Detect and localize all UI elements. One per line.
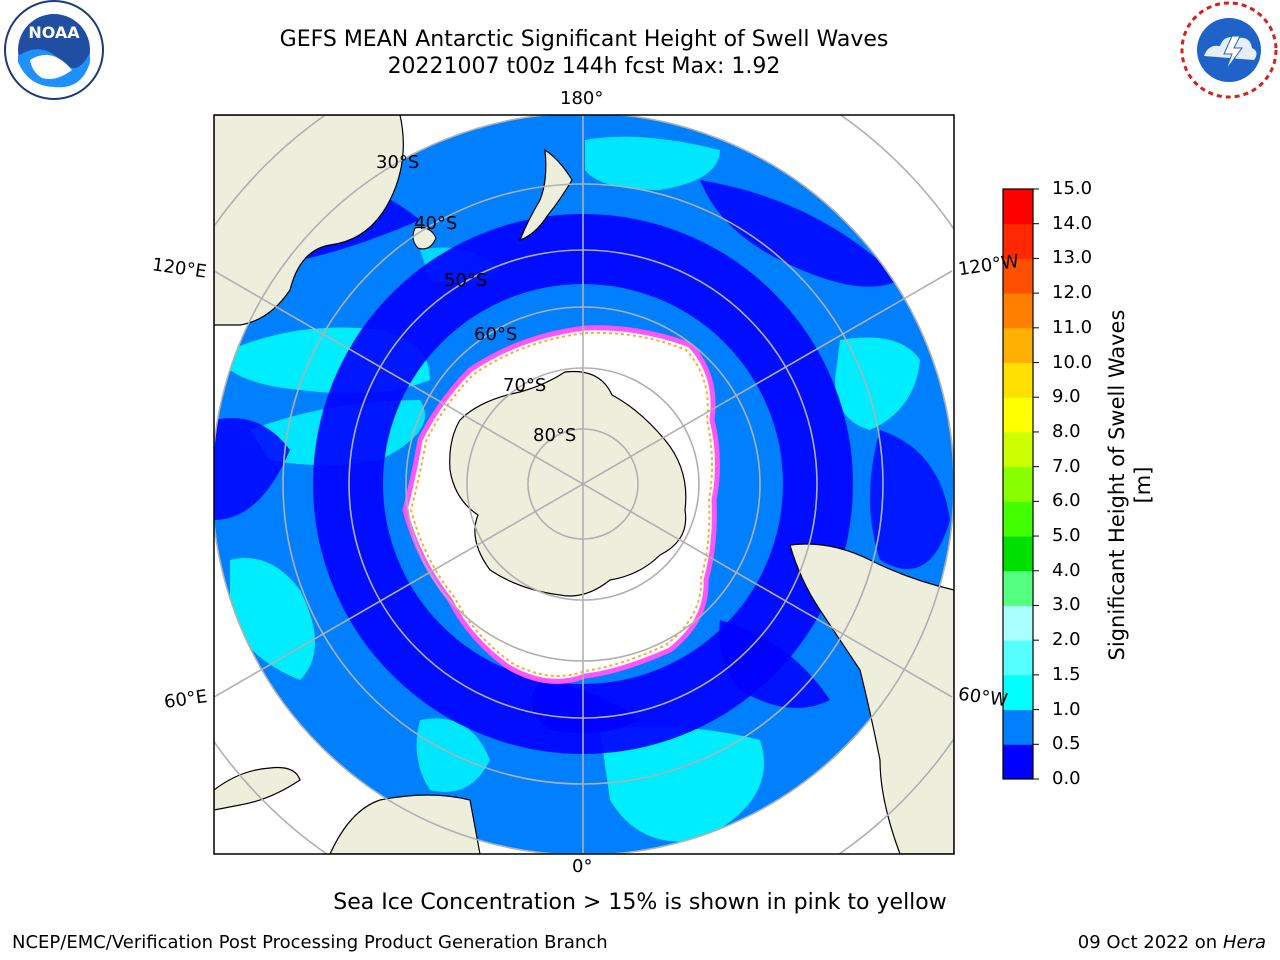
colorbar-tick-label: 6.0 <box>1052 490 1081 512</box>
colorbar-segment <box>1003 570 1033 606</box>
lat-label-70s: 70°S <box>503 375 547 396</box>
colorbar-segment <box>1003 258 1033 294</box>
colorbar-tick-label: 8.0 <box>1052 420 1081 442</box>
colorbar-tick-label: 10.0 <box>1052 351 1093 373</box>
colorbar-segment <box>1003 709 1033 745</box>
colorbar-tick-label: 1.5 <box>1052 663 1081 685</box>
new-zealand-land <box>518 148 573 241</box>
colorbar-segment <box>1003 189 1033 225</box>
colorbar-tick-label: 0.5 <box>1052 733 1081 755</box>
lat-label-50s: 50°S <box>444 270 488 291</box>
lon-label-180: 180° <box>560 88 604 109</box>
colorbar-tick-label: 14.0 <box>1052 212 1093 234</box>
chart-subtitle: 20221007 t00z 144h fcst Max: 1.92 <box>387 54 781 79</box>
lat-label-30s: 30°S <box>376 152 420 173</box>
colorbar-tick-label: 9.0 <box>1052 386 1081 408</box>
colorbar-segment <box>1003 397 1033 433</box>
footer-credit: NCEP/EMC/Verification Post Processing Pr… <box>12 932 608 953</box>
antarctica-land <box>449 370 687 597</box>
colorbar-tick-label: 3.0 <box>1052 594 1081 616</box>
colorbar-segment <box>1003 605 1033 641</box>
colorbar-segment <box>1003 744 1033 780</box>
lat-label-40s: 40°S <box>414 213 458 234</box>
lat-label-80s: 80°S <box>533 425 577 446</box>
colorbar-segment <box>1003 362 1033 398</box>
colorbar-segment <box>1003 466 1033 502</box>
colorbar-segment <box>1003 293 1033 329</box>
colorbar-tick-label: 15.0 <box>1052 178 1093 199</box>
madagascar-land <box>214 766 301 811</box>
colorbar-tick-label: 1.0 <box>1052 698 1081 720</box>
colorbar-segment <box>1003 501 1033 537</box>
lat-label-60s: 60°S <box>474 324 518 345</box>
colorbar-tick-label: 5.0 <box>1052 525 1081 547</box>
nws-logo <box>1178 0 1280 106</box>
footer-date: 09 Oct 2022 on Hera <box>1078 932 1266 953</box>
colorbar-tick-label: 13.0 <box>1052 247 1093 269</box>
noaa-logo: NOAA <box>2 0 106 108</box>
chart-title: GEFS MEAN Antarctic Significant Height o… <box>279 27 889 52</box>
footer-host: Hera <box>1222 932 1266 953</box>
lon-label-0: 0° <box>572 856 593 877</box>
map-frame <box>213 114 955 855</box>
graticule <box>214 115 954 854</box>
colorbar-label: Significant Height of Swell Waves [m] <box>1105 309 1155 661</box>
footer-date-text: 09 Oct 2022 on <box>1077 932 1223 953</box>
colorbar-tick-label: 0.0 <box>1052 768 1081 789</box>
svg-text:NOAA: NOAA <box>28 23 80 42</box>
colorbar-segment <box>1003 536 1033 572</box>
colorbar-tick-label: 4.0 <box>1052 559 1081 581</box>
colorbar-segment <box>1003 674 1033 711</box>
australia-land <box>214 115 404 326</box>
colorbar-tick-label: 11.0 <box>1052 316 1093 338</box>
colorbar-segment <box>1003 431 1033 468</box>
colorbar-segment <box>1003 327 1033 364</box>
colorbar <box>1003 188 1039 780</box>
colorbar-segment <box>1003 223 1033 259</box>
colorbar-tick-label: 7.0 <box>1052 455 1081 477</box>
south-america-land <box>789 543 954 854</box>
colorbar-tick-label: 12.0 <box>1052 282 1093 304</box>
africa-land <box>329 794 481 854</box>
colorbar-tick-label: 2.0 <box>1052 629 1081 651</box>
sea-ice-note: Sea Ice Concentration > 15% is shown in … <box>333 890 947 915</box>
colorbar-segment <box>1003 640 1033 676</box>
